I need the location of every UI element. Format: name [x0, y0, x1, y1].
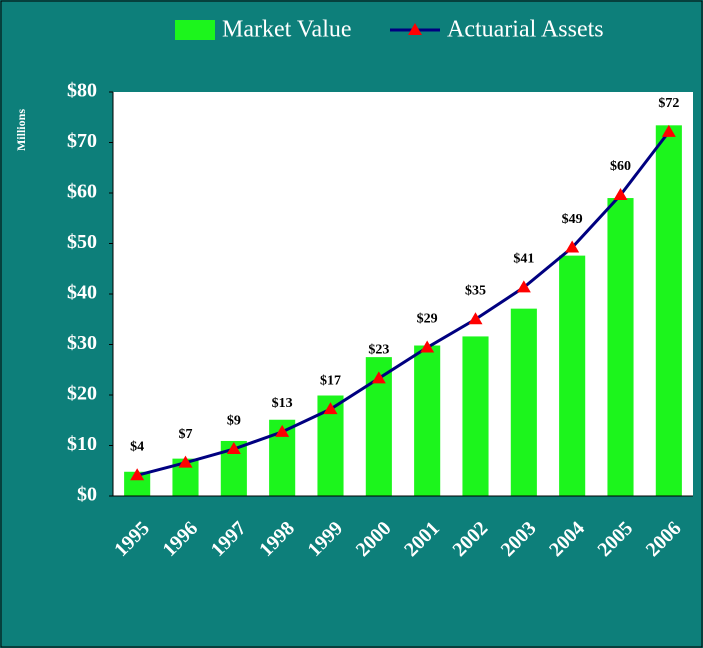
- bar: [655, 125, 682, 496]
- marker: [516, 280, 531, 293]
- bar: [462, 336, 489, 496]
- marker: [323, 402, 338, 415]
- bar: [559, 255, 586, 496]
- data-label: $4: [130, 440, 144, 455]
- bar: [607, 198, 634, 497]
- y-tick-label: $50: [67, 231, 97, 253]
- y-tick-label: $80: [67, 80, 97, 102]
- marker: [371, 371, 386, 384]
- y-tick-label: $70: [67, 130, 97, 152]
- data-label: $49: [562, 212, 583, 227]
- legend-label: Market Value: [222, 17, 352, 43]
- plot-area: [113, 92, 693, 496]
- y-tick-label: $10: [67, 433, 97, 455]
- marker: [130, 468, 145, 481]
- marker: [613, 188, 628, 201]
- bar: [510, 308, 537, 496]
- y-tick-label: $30: [67, 332, 97, 354]
- legend-label: Actuarial Assets: [447, 17, 604, 43]
- y-tick-label: $60: [67, 181, 97, 203]
- legend-marker: [408, 23, 422, 35]
- data-label: $23: [368, 343, 389, 358]
- data-label: $60: [610, 159, 631, 174]
- marker: [468, 312, 483, 325]
- data-label: $35: [465, 283, 486, 298]
- y-axis-label: Millions: [14, 109, 28, 151]
- marker: [275, 424, 290, 437]
- data-label: $29: [417, 312, 438, 327]
- data-label: $41: [513, 252, 534, 267]
- data-label: $9: [227, 413, 241, 428]
- marker: [178, 455, 193, 468]
- y-tick-label: $0: [77, 484, 97, 506]
- data-label: $13: [272, 396, 293, 411]
- line: [136, 130, 671, 477]
- marker: [226, 442, 241, 455]
- data-label: $17: [320, 373, 341, 388]
- y-tick-label: $20: [67, 383, 97, 405]
- y-tick-label: $40: [67, 282, 97, 304]
- legend-swatch: [175, 20, 215, 40]
- marker: [420, 340, 435, 353]
- marker: [565, 240, 580, 253]
- data-label: $72: [658, 96, 679, 111]
- bar: [414, 345, 441, 496]
- marker: [661, 124, 676, 137]
- data-label: $7: [179, 427, 193, 442]
